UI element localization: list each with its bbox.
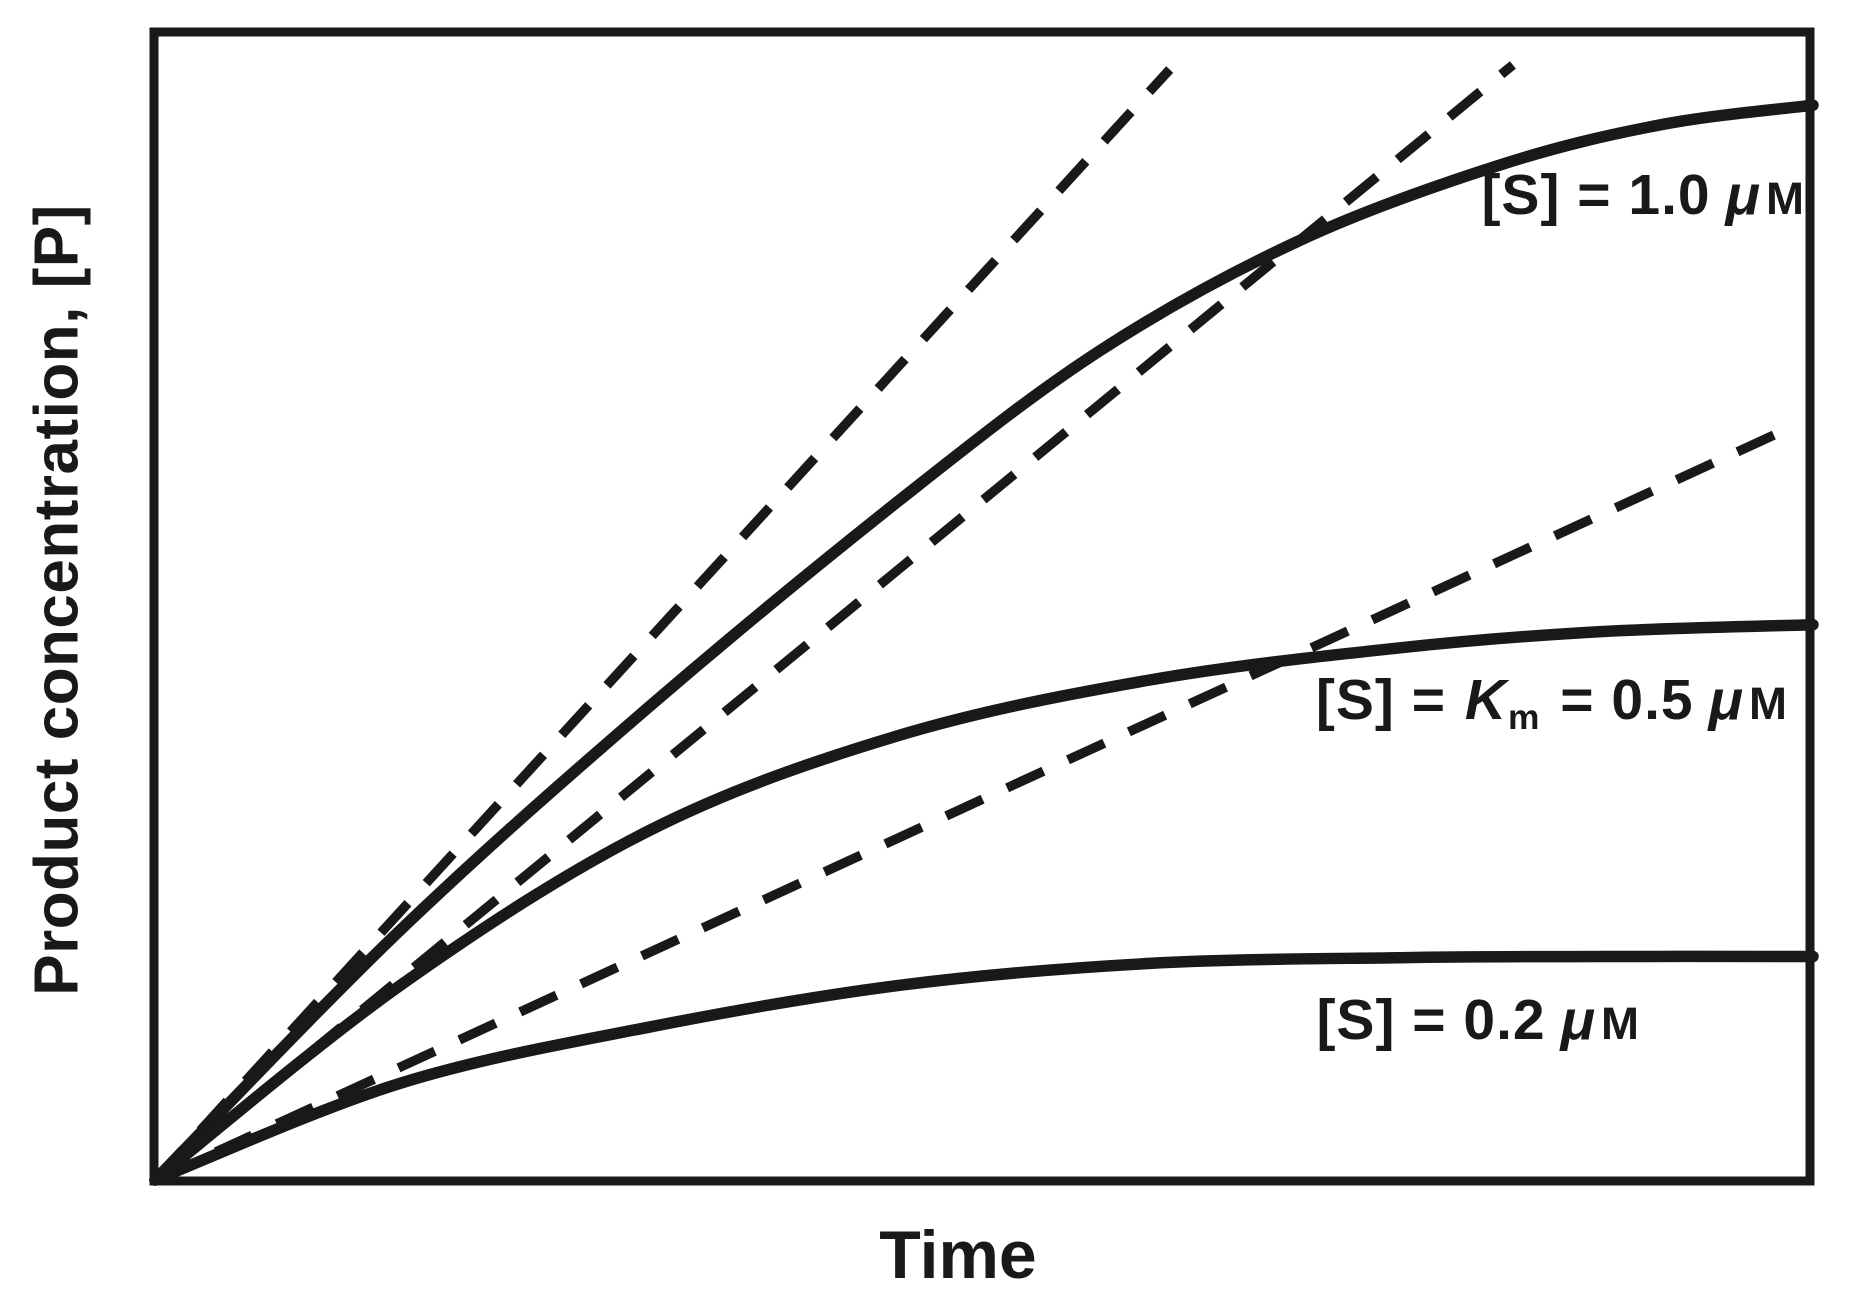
y-axis-label: Product concentration, [P] xyxy=(22,204,92,996)
curve-label-1p0um: [S] = 1.0 μ M xyxy=(1481,163,1805,229)
molar-unit: M xyxy=(1766,173,1805,224)
curve-label-0p2um: [S] = 0.2 μ M xyxy=(1316,988,1640,1054)
initial-rate-tangent-0p5um xyxy=(151,61,1516,1184)
curve-label-0p2um-text: [S] = 0.2 xyxy=(1316,988,1546,1052)
mu-symbol: μ xyxy=(1708,668,1745,732)
x-axis-label: Time xyxy=(879,1217,1037,1293)
initial-rate-tangent-0p2um xyxy=(153,423,1792,1185)
curve-label-km-0p5um: [S] = Km = 0.5 μ M xyxy=(1316,668,1788,739)
progress-curve-0p5um xyxy=(149,618,1819,1186)
plot-frame xyxy=(149,27,1815,1186)
mu-symbol: μ xyxy=(1560,988,1597,1052)
km-subscript: m xyxy=(1508,697,1541,737)
molar-unit: M xyxy=(1601,998,1640,1049)
curve-label-km-text: [S] = xyxy=(1315,668,1463,732)
mu-symbol: μ xyxy=(1725,163,1762,227)
initial-rate-tangent-1p0um xyxy=(151,66,1174,1184)
molar-unit: M xyxy=(1749,678,1788,729)
progress-curve-0p2um xyxy=(149,950,1819,1186)
curve-label-km-value: = 0.5 xyxy=(1543,668,1694,732)
km-variable: K xyxy=(1464,668,1508,732)
progress-curve-1p0um xyxy=(149,99,1819,1186)
curve-label-1p0um-text: [S] = 1.0 xyxy=(1481,163,1711,227)
